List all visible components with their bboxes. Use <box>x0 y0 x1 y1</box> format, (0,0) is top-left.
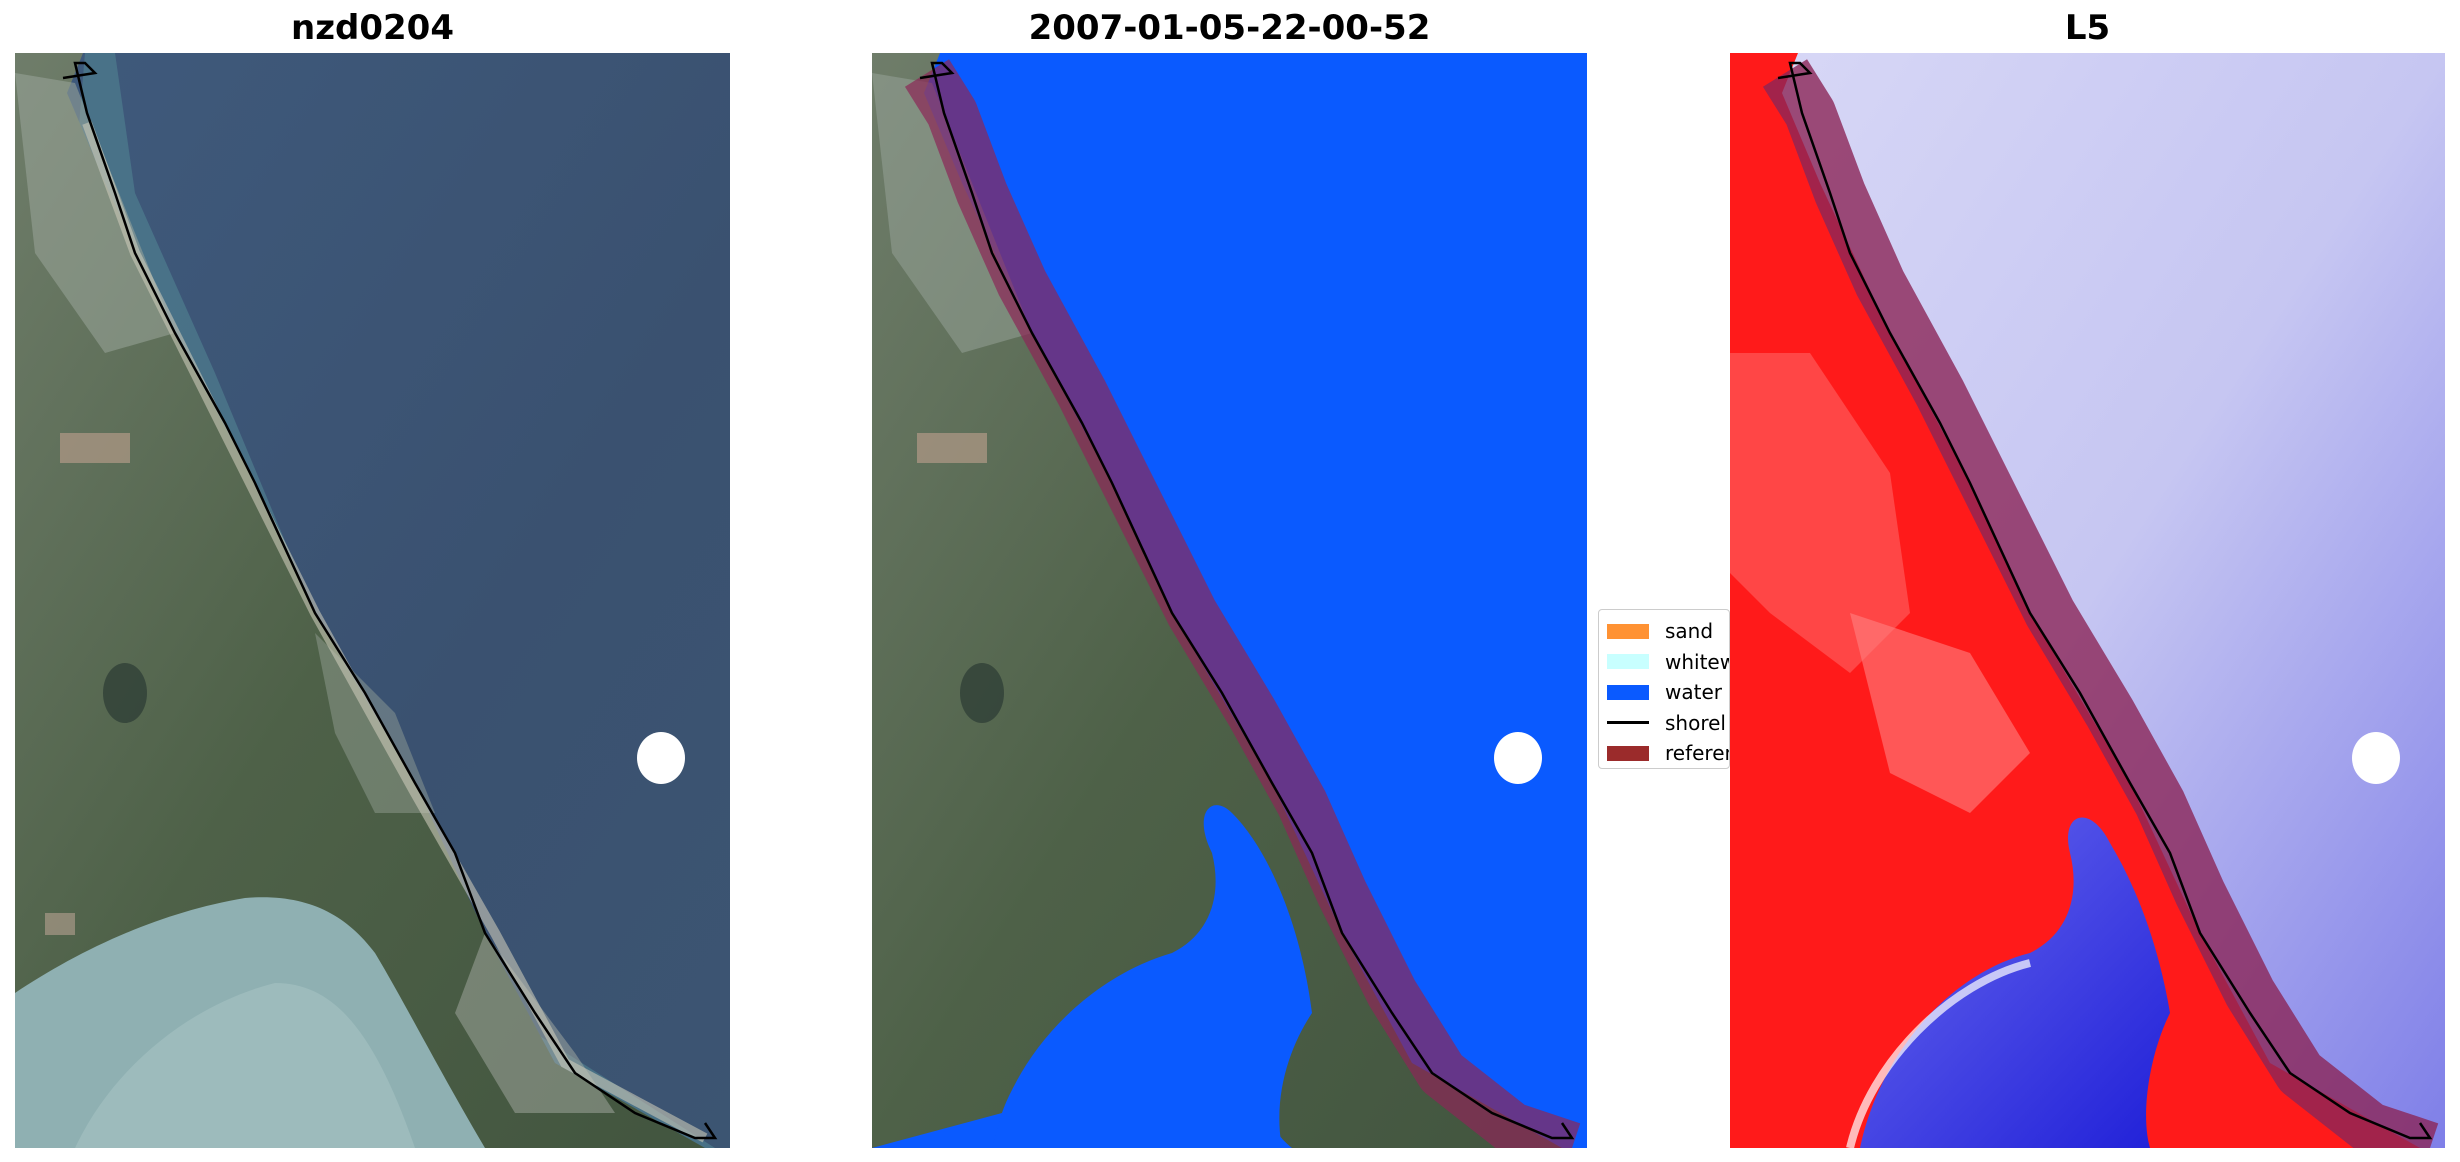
legend-label: water <box>1665 680 1722 705</box>
legend-item-sand: sand <box>1607 616 1729 647</box>
legend: sand whitew water shorel referen <box>1598 609 1730 769</box>
reference-buffer <box>1762 59 2439 1148</box>
shoreline-line <box>1777 61 2433 1140</box>
legend-item-whitewater: whitew <box>1607 647 1729 678</box>
legend-swatch-shoreline <box>1607 721 1649 725</box>
water-index-image <box>1730 53 2445 1148</box>
shoreline-line <box>919 61 1575 1140</box>
legend-label: shorel <box>1665 710 1726 735</box>
legend-label: referen <box>1665 741 1730 766</box>
legend-item-shoreline: shorel <box>1607 708 1729 739</box>
legend-swatch-whitewater <box>1607 654 1649 670</box>
rgb-satellite-image <box>15 53 730 1148</box>
legend-label: sand <box>1665 619 1714 644</box>
legend-swatch-water <box>1607 684 1649 700</box>
panel-title-index: L5 <box>2064 8 2111 48</box>
legend-label: whitew <box>1665 649 1730 674</box>
legend-item-reference: referen <box>1607 738 1730 768</box>
classified-image-panel <box>872 53 1587 1148</box>
reference-buffer <box>904 59 1581 1148</box>
panel-title-rgb: nzd0204 <box>291 8 454 48</box>
legend-swatch-sand <box>1607 623 1649 639</box>
rgb-image-panel <box>15 53 730 1148</box>
legend-swatch-reference <box>1607 745 1649 761</box>
classified-image <box>872 53 1587 1148</box>
index-image-panel <box>1730 53 2445 1148</box>
shoreline-line <box>62 61 718 1140</box>
panel-title-classified: 2007-01-05-22-00-52 <box>1028 8 1431 48</box>
legend-item-water: water <box>1607 677 1729 708</box>
